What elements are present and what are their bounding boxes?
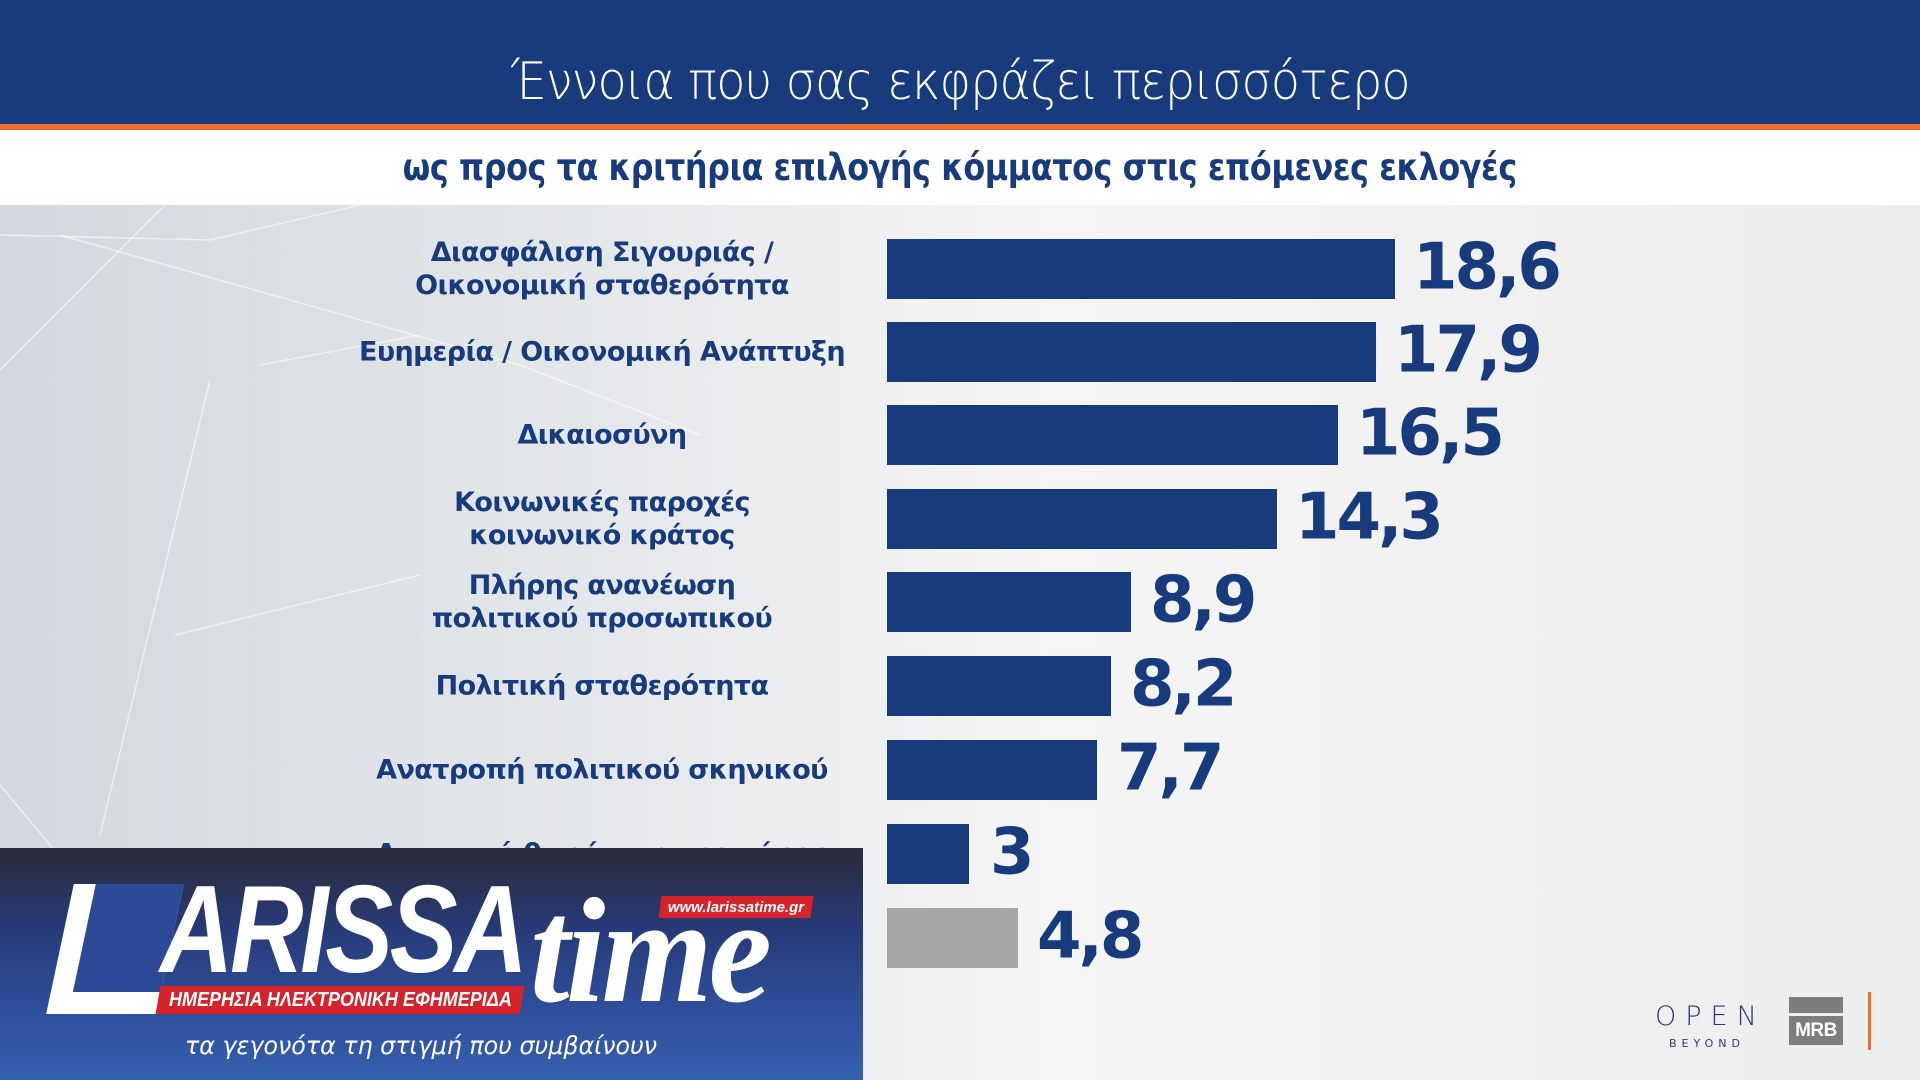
category-label: Ανατροπή πολιτικού σκηνικού [376,754,828,786]
value-label: 4,8 [1037,899,1144,974]
category-label: Δικαιοσύνη [517,419,687,451]
banner-text: ΗΜΕΡΗΣΙΑ ΗΛΕΚΤΡΟΝΙΚΗ ΕΦΗΜΕΡΙΔΑ [168,988,512,1011]
bar-other [887,908,1018,968]
value-label: 16,5 [1356,396,1505,471]
chart-row: Ανατροπή πολιτικού σκηνικού 7,7 [0,732,1920,806]
open-beyond-logo: OPEN BEYOND [1655,1001,1766,1051]
accent-vertical-line [1868,992,1871,1050]
beyond-logo-text: BEYOND [1669,1037,1745,1050]
category-label: Πλήρης ανανέωση πολιτικού προσωπικού [431,570,773,634]
bar [887,405,1338,465]
open-logo-text: OPEN [1655,1001,1766,1032]
chart-title: Έννοια που σας εκφράζει περισσότερο [510,52,1411,112]
bar [887,656,1111,716]
chart-subtitle: ως προς τα κριτήρια επιλογής κόμματος στ… [402,146,1518,189]
logo-time-word: time [530,868,772,1034]
bar [887,489,1277,549]
logo-tagline: τα γεγονότα τη στιγμή που συμβαίνουν [185,1031,658,1060]
logo-banner: ΗΜΕΡΗΣΙΑ ΗΛΕΚΤΡΟΝΙΚΗ ΕΦΗΜΕΡΙΔΑ [155,986,525,1014]
chart-row: Δικαιοσύνη 16,5 [0,397,1920,471]
value-label: 18,6 [1413,230,1562,305]
bar [887,239,1395,299]
header-bar: Έννοια που σας εκφράζει περισσότερο [0,0,1920,124]
bar [887,740,1097,800]
bar [887,824,969,884]
chart-row: Πολιτική σταθερότητα 8,2 [0,648,1920,722]
value-label: 8,9 [1150,563,1257,638]
mrb-logo: MRB [1789,997,1843,1045]
larissatime-watermark: ARISSA ΗΜΕΡΗΣΙΑ ΗΛΕΚΤΡΟΝΙΚΗ ΕΦΗΜΕΡΙΔΑ ww… [0,848,863,1080]
value-label: 14,3 [1295,480,1444,555]
category-label: Διασφάλιση Σιγουριάς / Οικονομική σταθερ… [415,237,789,301]
mrb-logo-text: MRB [1795,1019,1837,1041]
bar [887,572,1131,632]
category-label: Ευημερία / Οικονομική Ανάπτυξη [358,336,846,368]
chart-row: Πλήρης ανανέωση πολιτικού προσωπικού 8,9 [0,564,1920,638]
value-label: 7,7 [1117,731,1224,806]
value-label: 3 [990,815,1034,890]
chart-row: Ευημερία / Οικονομική Ανάπτυξη 17,9 [0,314,1920,388]
chart-row: Κοινωνικές παροχές κοινωνικό κράτος 14,3 [0,481,1920,555]
chart-row: 4,8 [0,900,1920,974]
category-label: Πολιτική σταθερότητα [435,670,769,702]
accent-divider [0,124,1920,130]
value-label: 17,9 [1394,313,1543,388]
chart-row: Διασφάλιση Σιγουριάς / Οικονομική σταθερ… [0,231,1920,305]
subheader-bar: ως προς τα κριτήρια επιλογής κόμματος στ… [0,130,1920,205]
logo-wordmark: ARISSA [160,861,528,999]
bar [887,322,1376,382]
category-label: Κοινωνικές παροχές κοινωνικό κράτος [454,487,750,551]
value-label: 8,2 [1130,647,1237,722]
